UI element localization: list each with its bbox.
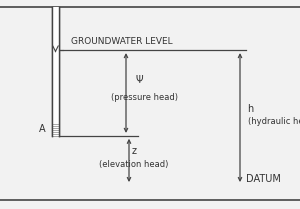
Text: h: h <box>248 104 254 114</box>
Text: GROUNDWATER LEVEL: GROUNDWATER LEVEL <box>71 37 173 46</box>
Text: (pressure head): (pressure head) <box>111 93 178 102</box>
Text: DATUM: DATUM <box>246 174 281 184</box>
Text: A: A <box>39 124 46 134</box>
Text: (elevation head): (elevation head) <box>99 160 168 169</box>
Text: (hydraulic head): (hydraulic head) <box>248 117 300 126</box>
Text: Ψ: Ψ <box>135 75 142 85</box>
Bar <box>52 7 59 136</box>
Text: z: z <box>132 146 137 156</box>
